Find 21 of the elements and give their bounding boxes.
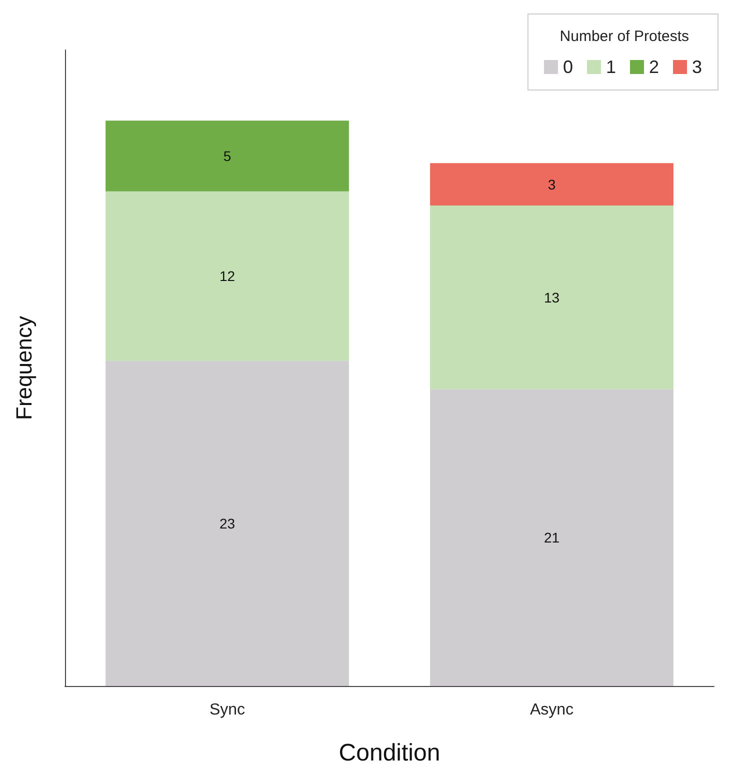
legend-label: 0 [562,57,573,77]
y-axis-title: Frequency [12,316,36,420]
bar [106,120,349,192]
legend-label: 2 [648,57,659,77]
bar [430,389,674,686]
legend-label: 1 [606,57,616,77]
x-tick-label: Async [530,702,574,718]
data-label: 12 [219,268,236,284]
legend-label: 3 [692,57,702,77]
bar [106,360,349,686]
x-tick-label: Sync [209,702,246,718]
data-label: 3 [548,176,556,192]
bar [430,205,674,390]
data-label: 5 [223,148,232,164]
data-label: 13 [544,289,560,306]
bar [106,191,349,361]
data-label: 21 [544,530,560,546]
bar [430,163,674,206]
legend-title: Number of Protests [560,28,690,45]
x-axis-title: Condition [338,740,440,766]
data-label: 23 [219,515,236,532]
